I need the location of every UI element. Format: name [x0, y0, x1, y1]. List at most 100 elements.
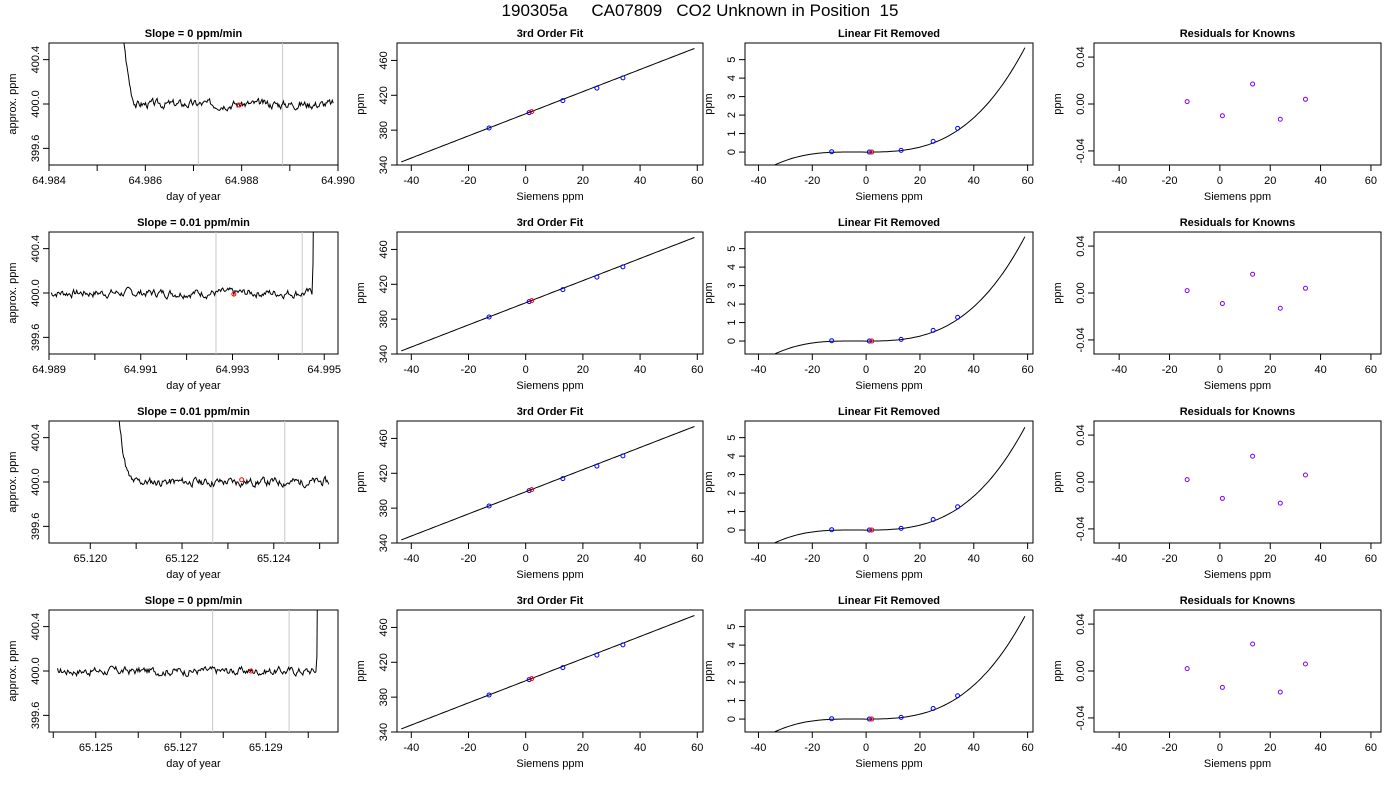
- panel-residuals-row-4: Residuals for Knowns -40 -20 0 20 40 60 -0.04 0.…: [1052, 595, 1382, 770]
- y-axis-label: ppm: [703, 93, 715, 114]
- plot-frame: [48, 420, 339, 544]
- x-tick-label: 60: [1365, 364, 1377, 376]
- x-tick-label: -40: [403, 364, 419, 376]
- chart-title: 3rd Order Fit: [517, 406, 584, 418]
- residual-point: [1302, 285, 1308, 291]
- y-tick-label: 5: [726, 435, 738, 441]
- x-tick-label: 0: [1217, 553, 1223, 565]
- plot-frame: [396, 420, 704, 544]
- known-point: [620, 75, 626, 81]
- y-axis-label: ppm: [355, 93, 367, 114]
- unknown-point: [869, 527, 875, 533]
- panel-trace-row-4: Slope = 0 ppm/min 65.125 65.127 65.129 399.6…: [7, 595, 339, 770]
- y-tick-label: 0.00: [1075, 93, 1087, 114]
- trace-line: [57, 610, 318, 678]
- y-axis-label: ppm: [703, 471, 715, 492]
- fit-curve: [773, 426, 1026, 543]
- y-axis-label: approx. ppm: [7, 73, 19, 134]
- fit-curve: [773, 236, 1026, 354]
- y-tick-label: 3: [726, 661, 738, 667]
- y-tick-label: 2: [726, 679, 738, 685]
- x-tick-label: 60: [1365, 742, 1377, 754]
- x-tick-label: -20: [1162, 553, 1178, 565]
- x-tick-label: 40: [634, 742, 646, 754]
- x-tick-label: 0: [1217, 364, 1223, 376]
- y-tick-label: 2: [726, 301, 738, 307]
- plot-frame: [1093, 609, 1382, 733]
- panel-linear-removed-row-2: Linear Fit Removed -40 -20 0 20 40 60 0 1 2 3 4 5 Sie…: [703, 217, 1034, 392]
- y-tick-label: 2: [726, 490, 738, 496]
- known-point: [930, 138, 936, 144]
- x-tick-label: 20: [1264, 364, 1276, 376]
- y-tick-label: 3: [726, 283, 738, 289]
- chart-title: Linear Fit Removed: [838, 28, 940, 40]
- y-tick-label: 400.0: [30, 657, 42, 685]
- known-point: [898, 525, 904, 531]
- chart-title: Residuals for Knowns: [1180, 595, 1296, 607]
- known-point: [930, 327, 936, 333]
- known-point: [486, 692, 492, 698]
- fit-curve: [773, 47, 1026, 165]
- x-tick-label: 65.122: [165, 553, 199, 565]
- x-tick-label: 64.991: [124, 364, 158, 376]
- plot-frame: [396, 231, 704, 355]
- x-axis-label: day of year: [166, 569, 221, 581]
- residual-point: [1219, 113, 1225, 119]
- known-point: [486, 503, 492, 509]
- y-tick-label: 3: [726, 472, 738, 478]
- panel-fit-row-4: 3rd Order Fit -40 -20 0 20 40 60 340 380 420 460 Si…: [355, 595, 704, 770]
- x-tick-label: -40: [403, 742, 419, 754]
- y-tick-label: 400.4: [30, 424, 42, 452]
- x-tick-label: 0: [863, 364, 869, 376]
- y-tick-label: 400.4: [30, 613, 42, 641]
- x-tick-label: -40: [1111, 175, 1127, 187]
- residual-point: [1250, 271, 1256, 277]
- plot-frame: [744, 42, 1034, 166]
- x-tick-label: -40: [403, 553, 419, 565]
- x-tick-label: -20: [461, 553, 477, 565]
- y-tick-label: 0.00: [1075, 660, 1087, 681]
- x-tick-label: -20: [461, 364, 477, 376]
- x-tick-label: 60: [691, 553, 703, 565]
- y-tick-label: 400.4: [30, 235, 42, 263]
- y-tick-label: 4: [726, 264, 738, 270]
- x-tick-label: -40: [1111, 742, 1127, 754]
- x-tick-label: 40: [1314, 364, 1326, 376]
- x-tick-label: -20: [461, 742, 477, 754]
- y-tick-label: -0.04: [1075, 327, 1087, 352]
- x-axis-label: Siemens ppm: [855, 569, 922, 581]
- x-tick-label: 0: [863, 175, 869, 187]
- chart-title: Slope = 0.01 ppm/min: [137, 217, 250, 229]
- y-tick-label: 0.04: [1075, 424, 1087, 445]
- panel-trace-row-3: Slope = 0.01 ppm/min 65.120 65.122 65.124 39…: [7, 406, 339, 581]
- y-tick-label: -0.04: [1075, 705, 1087, 730]
- residual-point: [1250, 641, 1256, 647]
- x-tick-label: 20: [1264, 553, 1276, 565]
- known-point: [930, 706, 936, 712]
- x-axis-label: Siemens ppm: [516, 569, 583, 581]
- x-tick-label: 40: [968, 553, 980, 565]
- known-point: [955, 125, 961, 131]
- fit-curve: [401, 48, 695, 163]
- y-tick-label: 340: [378, 345, 390, 363]
- fit-curve: [401, 237, 695, 352]
- plot-frame: [1093, 420, 1382, 544]
- residual-point: [1277, 116, 1283, 122]
- x-tick-label: 20: [1264, 742, 1276, 754]
- y-tick-label: 380: [378, 499, 390, 517]
- y-tick-label: 420: [378, 464, 390, 482]
- x-tick-label: 40: [634, 175, 646, 187]
- x-tick-label: 64.995: [307, 364, 341, 376]
- x-tick-label: 60: [1365, 175, 1377, 187]
- y-axis-label: ppm: [1052, 660, 1064, 681]
- y-tick-label: 4: [726, 642, 738, 648]
- known-point: [526, 488, 532, 494]
- known-point: [560, 476, 566, 482]
- trace-line: [50, 232, 314, 301]
- x-tick-label: 20: [914, 364, 926, 376]
- y-axis-label: ppm: [1052, 471, 1064, 492]
- x-tick-label: 64.990: [321, 175, 355, 187]
- x-tick-label: -40: [751, 742, 767, 754]
- y-tick-label: 400.0: [30, 468, 42, 496]
- y-tick-label: 420: [378, 653, 390, 671]
